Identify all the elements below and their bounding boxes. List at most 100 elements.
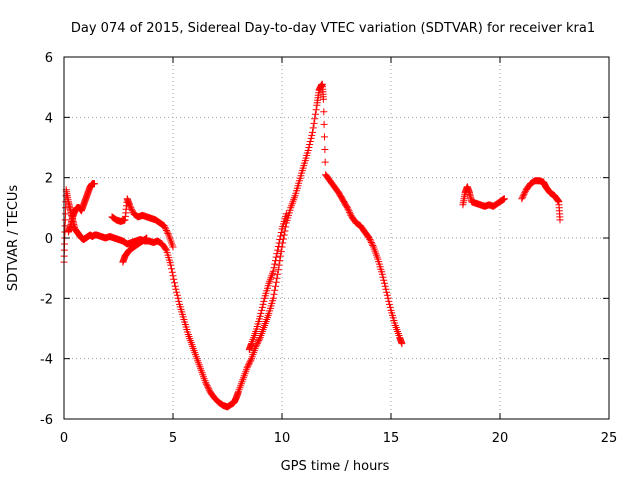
- data-point: [260, 297, 268, 305]
- data-point: [272, 282, 279, 290]
- data-point: [258, 306, 266, 314]
- data-point: [255, 337, 263, 345]
- data-point: [366, 236, 374, 243]
- data-point: [163, 227, 170, 234]
- data-point: [319, 95, 327, 103]
- data-point: [274, 243, 282, 250]
- x-tick-label: 20: [492, 431, 509, 446]
- data-point: [367, 237, 375, 245]
- data-point: [61, 216, 69, 224]
- data-point: [162, 225, 170, 233]
- data-point: [246, 358, 254, 366]
- data-point: [368, 240, 376, 248]
- data-point: [277, 229, 285, 236]
- data-point: [202, 379, 210, 387]
- data-point: [385, 297, 393, 305]
- x-tick-label: 15: [383, 431, 400, 446]
- data-point: [175, 297, 183, 305]
- data-point: [500, 195, 508, 203]
- y-tick-label: -4: [40, 353, 53, 368]
- data-point: [519, 193, 526, 201]
- data-point: [169, 272, 177, 280]
- data-point: [309, 124, 317, 132]
- data-point: [343, 204, 351, 212]
- data-point: [306, 138, 314, 145]
- data-point: [275, 239, 283, 247]
- data-point: [369, 242, 377, 249]
- data-point: [174, 294, 182, 302]
- data-point: [382, 285, 390, 293]
- y-tick-label: 2: [45, 172, 53, 187]
- data-point: [258, 303, 266, 311]
- data-point: [168, 265, 175, 273]
- data-point: [519, 192, 527, 200]
- data-point: [160, 222, 168, 230]
- data-point: [205, 385, 213, 393]
- data-point: [270, 290, 278, 298]
- data-point: [245, 359, 253, 367]
- data-point: [91, 180, 98, 188]
- data-point: [273, 250, 281, 258]
- x-axis-label: GPS time / hours: [281, 459, 390, 474]
- data-point: [270, 264, 278, 272]
- data-point: [309, 128, 316, 136]
- data-point: [383, 291, 391, 299]
- data-point: [282, 210, 290, 218]
- data-point: [346, 210, 354, 218]
- data-point: [386, 300, 393, 308]
- data-point: [128, 205, 136, 213]
- data-point: [167, 261, 175, 269]
- marks-layer: [60, 80, 564, 411]
- data-point: [277, 248, 285, 256]
- data-point: [520, 190, 528, 198]
- y-tick-label: 4: [45, 111, 53, 126]
- chart-title: Day 074 of 2015, Sidereal Day-to-day VTE…: [71, 21, 595, 36]
- data-point: [128, 207, 136, 215]
- series-kra1-trace-d: [119, 234, 151, 266]
- data-point: [161, 223, 169, 231]
- data-point: [168, 268, 176, 276]
- data-point: [277, 232, 284, 240]
- data-point: [274, 266, 282, 274]
- data-point: [272, 257, 279, 265]
- data-point: [247, 356, 255, 364]
- data-point: [275, 261, 283, 269]
- data-point: [127, 204, 135, 212]
- data-point: [384, 294, 392, 302]
- data-point: [273, 274, 281, 282]
- x-tick-label: 5: [169, 431, 177, 446]
- data-point: [203, 382, 211, 390]
- data-point: [274, 246, 282, 254]
- data-point: [276, 236, 284, 243]
- data-point: [125, 201, 133, 209]
- data-point: [321, 133, 328, 141]
- data-point: [126, 202, 134, 210]
- data-point: [346, 208, 354, 216]
- grid-layer: [64, 57, 609, 419]
- data-point: [381, 282, 389, 290]
- x-tick-label: 25: [601, 431, 618, 446]
- data-point: [321, 146, 329, 153]
- data-point: [518, 195, 526, 203]
- data-point: [243, 364, 251, 372]
- data-point: [173, 291, 181, 299]
- data-point: [521, 189, 529, 197]
- series-kra1-trace-e: [245, 210, 290, 354]
- data-point: [308, 131, 316, 139]
- data-point: [378, 270, 386, 278]
- data-point: [271, 260, 279, 268]
- data-point: [269, 294, 277, 302]
- data-point: [274, 270, 282, 278]
- data-point: [257, 309, 265, 317]
- data-point: [272, 253, 280, 261]
- tick-labels-layer: 0 5 10 15 20 25 -6 -4 -2 0 2 4 6: [40, 51, 617, 446]
- data-point: [311, 115, 319, 123]
- x-tick-label: 0: [60, 431, 68, 446]
- data-point: [272, 278, 280, 286]
- data-point: [259, 300, 267, 308]
- data-point: [386, 303, 394, 311]
- data-point: [256, 335, 263, 343]
- series-kra1-trace-c: [108, 195, 177, 251]
- data-point: [307, 134, 315, 142]
- y-axis-label: SDTVAR / TECUs: [6, 185, 21, 292]
